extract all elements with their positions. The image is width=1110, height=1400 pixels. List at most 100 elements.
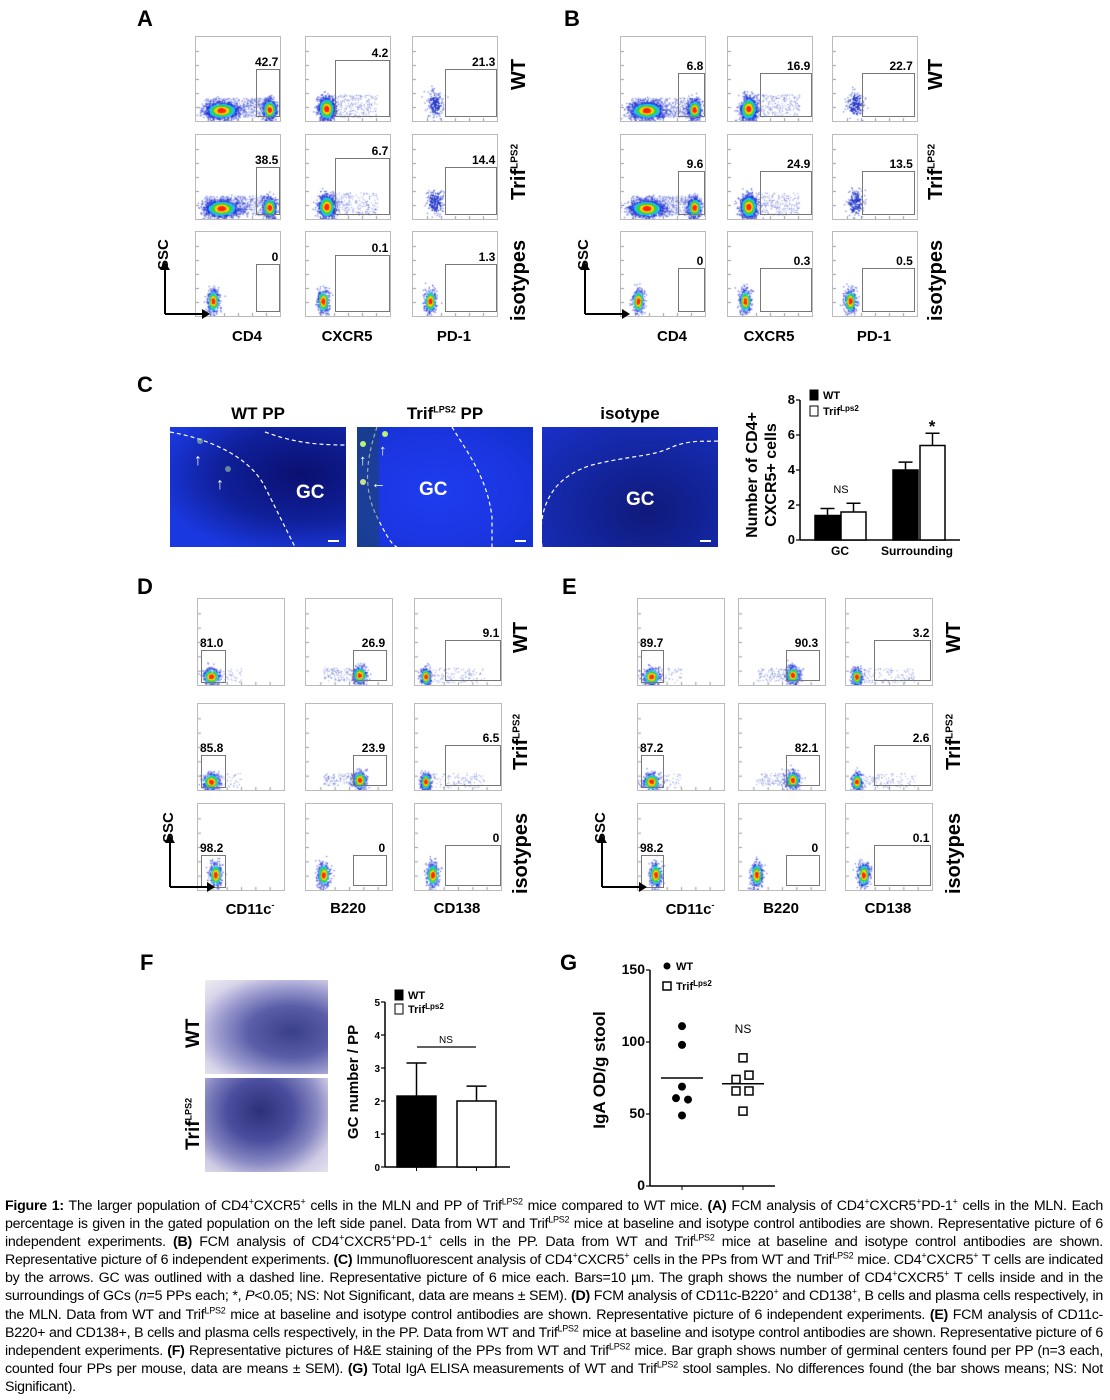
- legend-name: WT: [823, 390, 840, 402]
- caption-segment: (C): [333, 1252, 353, 1269]
- label-text: isotypes: [510, 812, 532, 894]
- label-text: WT: [508, 58, 530, 90]
- legend-marker-open-square: [662, 981, 672, 991]
- gate-percentage: 90.3: [794, 636, 819, 651]
- gate-percentage: 22.7: [889, 58, 913, 73]
- column-label: CD4: [657, 328, 687, 345]
- caption-segment: (B): [173, 1234, 192, 1251]
- gate-box: [445, 845, 502, 886]
- flow-plot: 0.1: [845, 803, 933, 891]
- y-tick-label: 6: [788, 427, 795, 442]
- gate-percentage: 4.2: [371, 46, 389, 61]
- column-label-text: B220: [330, 900, 366, 917]
- caption-segment: CXCR5: [577, 1252, 625, 1269]
- y-tick-label: 4: [788, 462, 796, 477]
- y-axis-label: IgA OD/g stool: [590, 1011, 609, 1128]
- gate-percentage: 24.9: [786, 156, 811, 171]
- flow-dots: [846, 599, 932, 685]
- data-point-wt: [678, 1022, 686, 1031]
- caption-segment: , B cells and plasma cells respectively,…: [5, 1288, 1104, 1323]
- caption-segment: +: [864, 1196, 870, 1207]
- flow-dots: [415, 599, 501, 685]
- label-superscript: LPS2: [926, 143, 938, 169]
- image-title-sup: LPS2: [433, 404, 456, 415]
- flow-dots: [306, 599, 392, 685]
- flow-plot: 2.6: [845, 703, 933, 791]
- flow-dots: [415, 804, 501, 890]
- flow-plot: 90.3: [738, 598, 826, 686]
- data-point-trif: [744, 1070, 754, 1080]
- flow-plot: 16.9: [727, 36, 813, 122]
- y-tick-label: 4: [374, 1031, 380, 1042]
- flow-plot: 0: [738, 803, 826, 891]
- gate-percentage: 13.5: [889, 156, 913, 171]
- caption-segment: PD-1: [921, 1198, 953, 1214]
- gate-percentage: 82.1: [794, 741, 819, 756]
- flow-plot: 14.4: [412, 134, 498, 220]
- gate-percentage: 0: [271, 249, 279, 264]
- label-text: Trif: [183, 1120, 204, 1150]
- column-label: CD138: [865, 900, 912, 917]
- y-axis-label-ssc: SSC: [575, 239, 592, 270]
- column-label-text: PD-1: [856, 328, 892, 345]
- data-point-trif: [738, 1106, 748, 1116]
- bar: [892, 469, 919, 541]
- flow-plot: 26.9: [305, 598, 393, 686]
- flow-dots: [638, 704, 724, 790]
- gate-box: [256, 68, 281, 117]
- flow-dots: [621, 232, 705, 316]
- data-point-trif: [731, 1086, 741, 1096]
- gate-box: [353, 755, 388, 786]
- flow-dots: [415, 704, 501, 790]
- svg-text:↑: ↑: [359, 452, 367, 469]
- flow-dots: [306, 804, 392, 890]
- flow-dots: [846, 804, 932, 890]
- gate-box: [335, 255, 391, 312]
- flow-dots: [739, 599, 825, 685]
- flow-dots: [306, 232, 390, 316]
- label-superscript: LPS2: [511, 713, 523, 739]
- flow-plot: 38.5: [195, 134, 281, 220]
- gate-percentage: 87.2: [640, 741, 664, 756]
- annotation-ns: NS: [735, 1022, 752, 1036]
- caption-segment: (G): [347, 1360, 368, 1377]
- caption-segment: LPS2: [557, 1322, 579, 1333]
- caption-segment: and CD138: [778, 1288, 852, 1305]
- legend-label: WT: [408, 990, 425, 1002]
- legend-name: WT: [408, 990, 425, 1002]
- y-tick-label: 3: [374, 1064, 380, 1075]
- caption-segment: P: [245, 1288, 255, 1305]
- flow-plot: 9.6: [620, 134, 706, 220]
- column-label-text: CD4: [231, 328, 263, 345]
- column-label-sup: -: [271, 900, 275, 910]
- y-tick-label: 5: [374, 998, 380, 1009]
- flow-plot: 6.5: [414, 703, 502, 791]
- gate-box: [874, 640, 932, 681]
- flow-dots: [198, 599, 284, 685]
- flow-dots: [833, 37, 917, 121]
- y-axis-label: Number of CD4+ CXCR5+ cells: [744, 412, 780, 538]
- gate-box: [335, 158, 391, 215]
- column-label: PD-1: [857, 328, 891, 345]
- caption-segment: LPS2: [501, 1196, 523, 1207]
- flow-dots: [728, 232, 812, 316]
- flow-dots: [728, 37, 812, 121]
- gate-percentage: 9.1: [482, 626, 500, 640]
- legend-name: Trif: [676, 981, 693, 993]
- legend-swatch: [394, 1003, 404, 1015]
- gate-box: [335, 60, 391, 117]
- legend-name: Trif: [823, 406, 840, 418]
- flow-dots: [196, 37, 280, 121]
- flow-dots: [306, 704, 392, 790]
- immunofluorescence-image: GC: [542, 427, 718, 547]
- data-point-wt: [678, 1111, 686, 1120]
- gc-outline: ↑↑←: [357, 427, 526, 547]
- image-title: TrifLPS2 PP: [407, 404, 483, 424]
- caption-segment: LPS2: [656, 1359, 678, 1370]
- gate-percentage: 85.8: [200, 741, 224, 756]
- flow-plot: 24.9: [727, 134, 813, 220]
- image-row-label: WT: [183, 1018, 205, 1048]
- legend-name: WT: [676, 961, 693, 973]
- y-tick-label: 2: [374, 1097, 380, 1108]
